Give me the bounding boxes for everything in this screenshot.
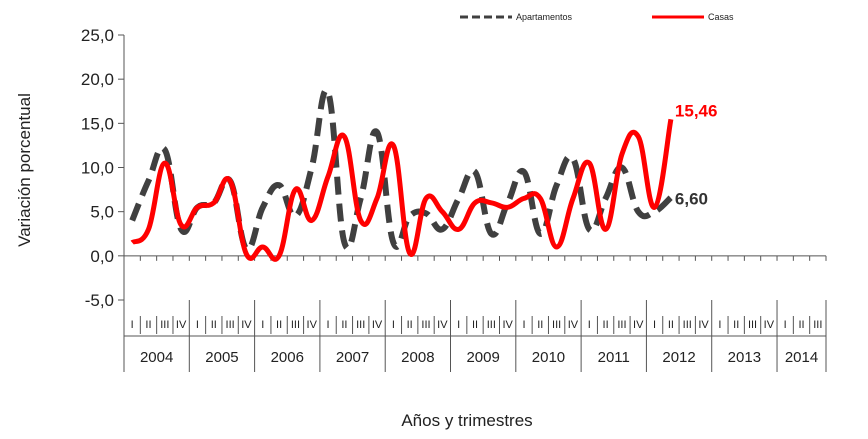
quarter-label: IV [633,319,644,331]
year-label: 2004 [140,349,173,366]
quarter-label: IV [307,319,318,331]
y-axis-title: Variación porcentual [15,93,34,247]
quarter-label: III [552,319,561,331]
quarter-label: III [226,319,235,331]
year-label: 2008 [401,349,434,366]
end-label-apartamentos: 6,60 [675,190,708,209]
quarter-label: I [261,319,264,331]
year-label: 2006 [271,349,304,366]
quarter-label: IV [372,319,383,331]
quarter-label: IV [568,319,579,331]
y-tick-label: 10,0 [81,159,114,178]
quarter-label: II [733,319,739,331]
quarter-label: II [668,319,674,331]
quarter-label: I [392,319,395,331]
series-line-apartamentos [129,87,673,253]
year-label: 2009 [466,349,499,366]
quarter-label: III [487,319,496,331]
quarter-label: I [653,319,656,331]
quarter-label: IV [764,319,775,331]
year-label: 2014 [785,349,818,366]
legend-label-apartamentos: Apartamentos [516,12,573,22]
quarter-label: IV [437,319,448,331]
y-tick-label: 25,0 [81,26,114,45]
quarter-label: I [718,319,721,331]
quarter-label: III [683,319,692,331]
quarter-label: II [798,319,804,331]
quarter-label: I [588,319,591,331]
legend: Apartamentos Casas [460,12,734,22]
x-axis-title: Años y trimestres [401,411,532,430]
quarter-label: III [291,319,300,331]
quarter-label: III [617,319,626,331]
year-label: 2010 [532,349,565,366]
end-label-casas: 15,46 [675,101,718,120]
year-label: 2011 [598,349,630,366]
y-tick-label: -5,0 [85,291,114,310]
y-tick-label: 15,0 [81,114,114,133]
quarter-label: II [603,319,609,331]
quarter-label: II [145,319,151,331]
quarter-label: III [813,319,822,331]
quarter-label: III [356,319,365,331]
quarter-label: I [784,319,787,331]
quarter-label: IV [241,319,252,331]
series-group: 6,60 15,46 [129,87,718,262]
quarter-label: I [196,319,199,331]
y-tick-label: 20,0 [81,70,114,89]
quarter-label: II [472,319,478,331]
y-tick-label: 0,0 [90,247,114,266]
quarter-label: III [748,319,757,331]
year-label: 2012 [662,349,695,366]
year-label: 2007 [336,349,369,366]
quarter-label: III [160,319,169,331]
quarter-label: I [522,319,525,331]
quarter-label: I [457,319,460,331]
quarter-label: II [211,319,217,331]
quarter-label: IV [698,319,709,331]
quarter-label: II [276,319,282,331]
quarter-label: I [327,319,330,331]
quarter-label: IV [502,319,513,331]
legend-label-casas: Casas [708,12,734,22]
quarter-label: I [131,319,134,331]
year-label: 2013 [728,349,761,366]
quarter-label: II [341,319,347,331]
quarter-label: IV [176,319,187,331]
quarter-label: III [421,319,430,331]
y-tick-label: 5,0 [90,203,114,222]
series-line-casas [130,118,674,262]
quarter-label: II [537,319,543,331]
year-label: 2005 [205,349,238,366]
quarter-label: II [407,319,413,331]
